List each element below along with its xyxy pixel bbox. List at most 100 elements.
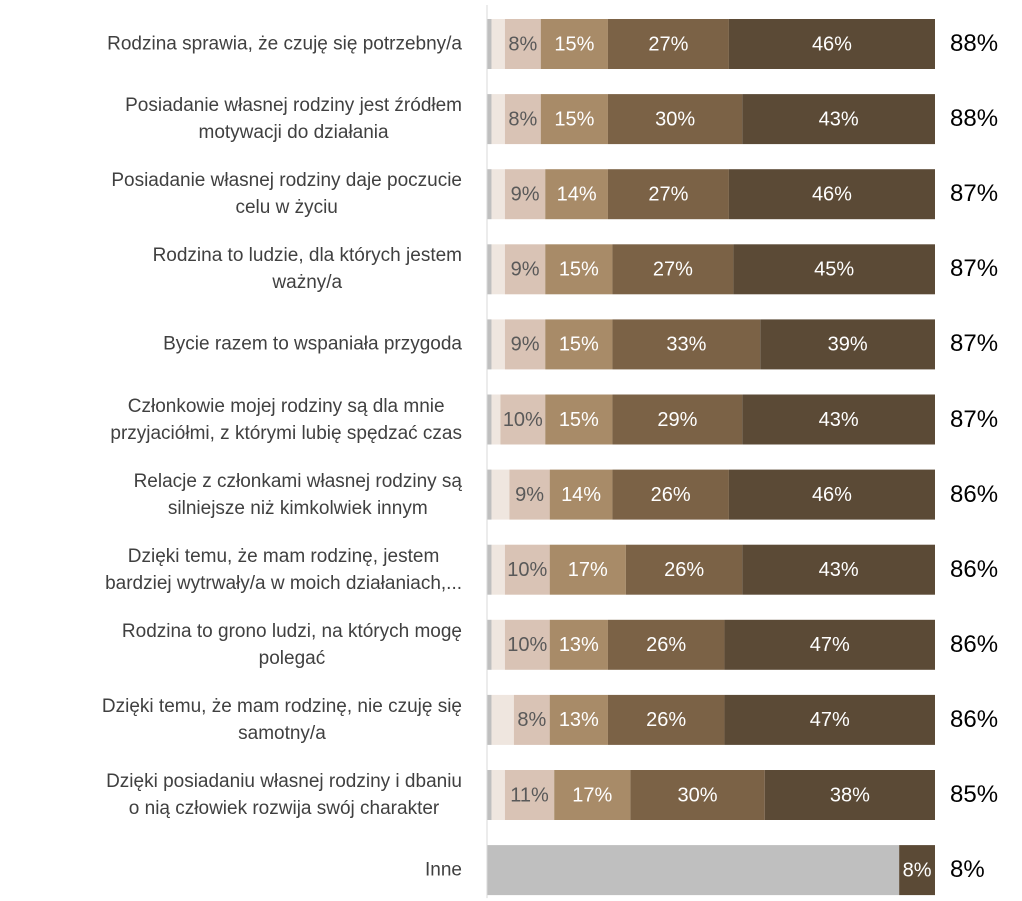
data-label: 26% — [646, 709, 686, 731]
bar-segment — [491, 94, 505, 145]
bar-segment — [504, 619, 550, 670]
data-label: 47% — [810, 709, 850, 731]
data-label: 43% — [819, 559, 859, 581]
bar-segment — [545, 394, 613, 445]
bar-segment — [742, 544, 935, 595]
data-label: 29% — [657, 409, 697, 431]
data-label: 43% — [819, 409, 859, 431]
data-label: 46% — [812, 183, 852, 205]
data-label: 9% — [511, 183, 540, 205]
data-label: 8% — [903, 859, 932, 881]
bar-segment — [549, 619, 608, 670]
bar-segment — [724, 619, 935, 670]
data-label: 14% — [561, 484, 601, 506]
bar-segment — [487, 544, 492, 595]
category-label: Bycie razem to wspaniała przygoda — [163, 333, 462, 355]
total-label: 86% — [950, 555, 999, 583]
bar-segment — [728, 19, 935, 69]
data-label: 47% — [810, 634, 850, 656]
bar-segment — [487, 619, 492, 670]
data-label: 39% — [828, 334, 868, 356]
bar-segment — [491, 394, 501, 445]
bar-segment — [607, 619, 725, 670]
bar-segment — [549, 694, 608, 745]
bar-segment — [728, 469, 935, 520]
bar-segment — [491, 244, 505, 295]
bar-segment — [733, 244, 935, 295]
data-label: 46% — [812, 33, 852, 55]
total-label: 86% — [950, 705, 999, 733]
data-label: 30% — [655, 108, 695, 130]
category-label: Posiadanie własnej rodziny daje poczucie… — [111, 170, 462, 219]
bar-segment — [487, 394, 492, 445]
bar-segment — [504, 319, 546, 370]
data-label: 15% — [559, 409, 599, 431]
category-label: Dzięki temu, że mam rodzinę, jestem bard… — [105, 545, 462, 594]
data-label: 15% — [554, 108, 594, 130]
category-label: Posiadanie własnej rodziny jest źródłem … — [125, 95, 462, 144]
bar-segment — [509, 469, 550, 520]
data-label: 9% — [511, 259, 540, 281]
bar-segment — [612, 469, 729, 520]
bar-segment — [504, 169, 546, 220]
bar-segment — [487, 770, 492, 820]
data-label: 26% — [646, 634, 686, 656]
data-label: 26% — [664, 559, 704, 581]
data-label: 15% — [559, 334, 599, 356]
bar-segment — [728, 169, 935, 220]
total-label: 8% — [950, 856, 985, 884]
bar-segment — [545, 169, 608, 220]
bar-segment — [764, 770, 935, 820]
total-label: 87% — [950, 255, 999, 283]
data-label: 15% — [554, 33, 594, 55]
bar-segment — [625, 544, 743, 595]
data-label: 14% — [557, 183, 597, 205]
data-label: 8% — [508, 33, 537, 55]
bar-segment — [540, 19, 608, 69]
total-label: 85% — [950, 781, 999, 808]
bar-segment — [724, 694, 935, 745]
bar-segment — [491, 469, 510, 520]
bar-segment — [899, 845, 935, 896]
bar-segment — [491, 169, 505, 220]
data-label: 11% — [510, 784, 549, 806]
bar-segment — [487, 244, 492, 295]
total-label: 86% — [950, 480, 999, 508]
data-label: 17% — [572, 784, 612, 806]
bar-segment — [554, 770, 631, 820]
category-label: Członkowie mojej rodziny są dla mnie prz… — [110, 395, 462, 444]
bar-segment — [760, 319, 935, 370]
data-label: 33% — [666, 334, 706, 356]
data-label: 30% — [678, 784, 718, 806]
data-label: 8% — [508, 108, 537, 130]
data-label: 45% — [814, 259, 854, 281]
category-label: Inne — [425, 859, 462, 881]
data-label: 9% — [515, 484, 544, 506]
data-label: 27% — [648, 33, 688, 55]
data-label: 10% — [507, 634, 547, 656]
bar-segment — [487, 94, 492, 145]
total-label: 87% — [950, 405, 999, 433]
data-label: 46% — [812, 484, 852, 506]
bar-segment — [491, 19, 505, 69]
data-label: 9% — [511, 334, 540, 356]
bar-segment — [491, 770, 505, 820]
bar-segment — [630, 770, 765, 820]
data-label: 10% — [503, 409, 543, 431]
bar-segment — [504, 770, 555, 820]
bar-segment — [491, 619, 505, 670]
data-label: 15% — [559, 259, 599, 281]
total-label: 88% — [950, 30, 999, 57]
bar-segment — [607, 694, 725, 745]
bar-segment — [513, 694, 550, 745]
bar-segment — [612, 319, 761, 370]
bar-segment — [504, 244, 546, 295]
bar-segment — [742, 94, 935, 145]
category-label: Rodzina to ludzie, dla których jestem wa… — [152, 245, 462, 294]
bar-segment — [487, 469, 492, 520]
data-label: 38% — [830, 784, 870, 806]
bar-segment — [491, 694, 514, 745]
bar-segment — [504, 94, 541, 145]
